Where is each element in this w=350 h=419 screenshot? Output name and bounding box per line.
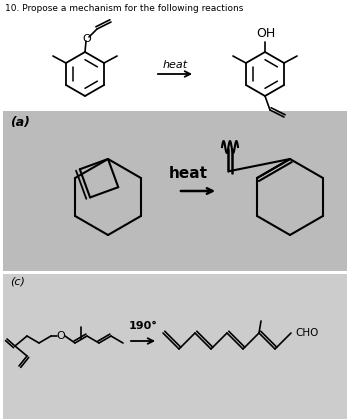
Text: O: O	[83, 34, 91, 44]
Text: CHO: CHO	[295, 328, 319, 338]
Text: 10. Propose a mechanism for the following reactions: 10. Propose a mechanism for the followin…	[5, 4, 243, 13]
Text: 190°: 190°	[128, 321, 158, 331]
Text: heat: heat	[168, 166, 208, 181]
Text: heat: heat	[162, 60, 188, 70]
Bar	[3, 111, 347, 271]
Text: (a): (a)	[10, 116, 30, 129]
Text: O: O	[57, 331, 65, 341]
Bar	[3, 274, 347, 419]
Text: (c): (c)	[10, 277, 25, 287]
Text: OH: OH	[256, 28, 276, 41]
